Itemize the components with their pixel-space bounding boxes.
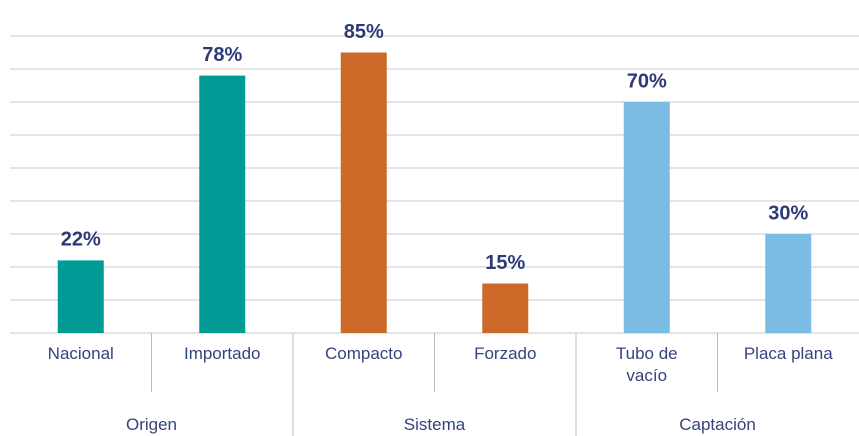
- category-label: Nacional: [47, 344, 114, 363]
- value-label: 22%: [61, 229, 101, 251]
- bar: [765, 234, 812, 333]
- category-label: Forzado: [474, 344, 537, 363]
- value-label: 85%: [344, 21, 384, 43]
- bar: [623, 102, 670, 333]
- group-label: Sistema: [403, 415, 466, 434]
- bar: [57, 260, 104, 333]
- value-label: 30%: [768, 202, 808, 224]
- bar: [482, 283, 529, 333]
- value-label: 78%: [202, 44, 242, 66]
- value-label: 70%: [627, 70, 667, 92]
- group-label: Captación: [679, 415, 756, 434]
- category-label: Compacto: [325, 344, 403, 363]
- value-label: 15%: [485, 252, 525, 274]
- category-label: Importado: [183, 344, 261, 363]
- group-label: Origen: [125, 415, 178, 434]
- category-label: Placa plana: [743, 344, 833, 363]
- bar: [199, 75, 246, 333]
- category-label: Tubo de vacío: [615, 344, 678, 385]
- bar: [340, 52, 387, 333]
